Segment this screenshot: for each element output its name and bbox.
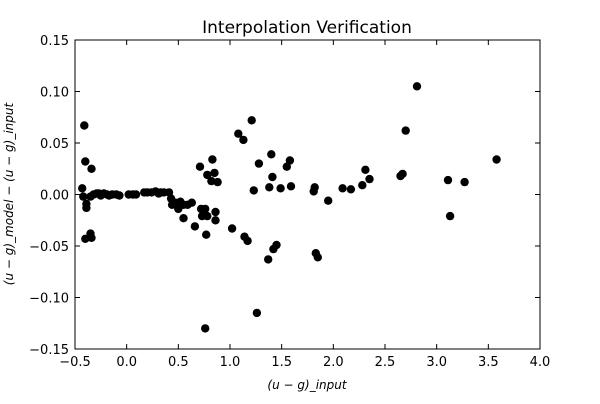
y-axis-label: (u − g)_model − (u − g)_input [2,101,16,285]
data-point [211,207,220,217]
chart-title: Interpolation Verification [202,18,412,38]
data-point [282,162,291,171]
data-point [276,184,285,193]
data-point [398,169,407,179]
x-tick-label: −0.5 [59,355,91,370]
x-tick-label: 0.0 [116,355,137,370]
data-point [264,255,273,264]
y-tick-label: 0.15 [40,34,69,49]
data-point [201,204,210,214]
y-tick-label: 0.05 [40,137,69,152]
data-point [78,184,87,193]
data-point [82,203,91,213]
data-point [265,183,274,192]
data-point [313,253,322,262]
x-axis-label: (u − g)_input [267,378,347,392]
data-point [81,157,90,166]
data-point [249,186,258,195]
data-point [492,155,501,164]
data-point [243,236,252,246]
data-point [203,170,212,180]
data-point [87,233,96,242]
data-point [365,174,374,184]
data-point [202,230,211,239]
data-point [195,162,205,171]
data-point [412,82,422,91]
data-point [190,222,200,231]
data-point [227,224,237,233]
data-point [210,168,219,178]
x-tick-label: 1.0 [220,355,241,370]
data-point [207,176,216,186]
data-point [131,190,141,199]
data-point [208,155,217,164]
y-tick-label: −0.05 [29,240,69,255]
data-point [401,126,410,135]
y-tick-label: 0.00 [40,189,69,204]
data-point [187,198,196,207]
x-axis-ticks: −0.5 0.0 0.5 1.0 1.5 2.0 2.5 3.0 3.5 4.0 [59,40,550,370]
data-point [272,240,281,250]
x-tick-label: 2.0 [323,355,344,370]
data-point [80,121,89,130]
data-point [445,211,455,221]
data-point [268,172,277,182]
x-tick-label: 0.5 [168,355,189,370]
x-tick-label: 1.5 [271,355,292,370]
data-point [338,184,347,193]
data-point [213,177,222,187]
data-point [358,181,367,190]
data-point [252,308,262,318]
data-point [267,150,276,159]
data-point [79,192,88,201]
data-point [247,116,256,125]
y-tick-label: −0.15 [29,343,69,358]
data-point [285,156,295,165]
data-point [346,185,356,194]
x-tick-label: 2.5 [375,355,396,370]
data-point [324,196,333,205]
data-point [81,234,90,243]
data-point [87,164,96,173]
data-point [310,183,319,192]
data-point [286,182,296,191]
data-point [115,191,124,200]
x-tick-label: 3.0 [426,355,447,370]
data-point [201,324,210,333]
data-point [239,135,248,145]
data-point [460,177,469,187]
y-tick-label: 0.10 [40,86,69,101]
data-point [443,175,453,185]
data-point [361,165,370,174]
data-point [234,129,243,138]
plot-frame [74,39,541,350]
data-point [211,216,220,225]
y-tick-label: −0.10 [29,292,69,307]
x-tick-label: 3.5 [478,355,499,370]
x-tick-label: 4.0 [530,355,551,370]
data-point [179,214,188,223]
data-point [254,159,264,168]
data-point [203,211,212,221]
data-points [78,82,501,333]
